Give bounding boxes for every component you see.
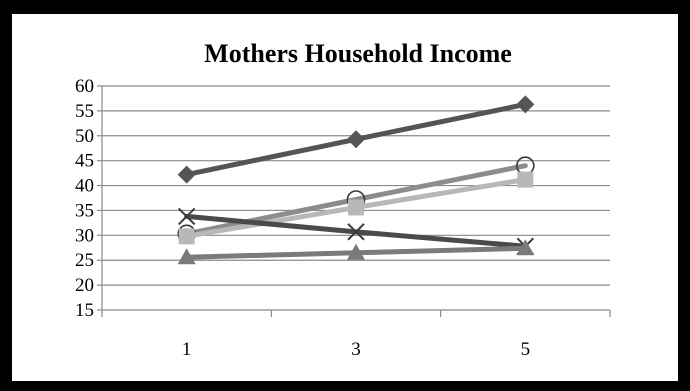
y-tick-label: 50 — [75, 126, 94, 147]
series-5 — [177, 239, 535, 265]
x-tick-label: 1 — [182, 339, 192, 360]
triangle-marker — [347, 243, 365, 260]
y-tick-label: 20 — [75, 275, 94, 296]
line-chart: Mothers Household Income 152025303540455… — [75, 39, 611, 360]
square-marker — [178, 228, 195, 245]
series-1 — [177, 95, 535, 184]
square-marker — [517, 171, 534, 188]
x-marker — [347, 223, 365, 241]
chart-area: Mothers Household Income 15 20 25 30 35 40 45 5… — [12, 14, 678, 381]
axes — [97, 85, 611, 317]
diamond-marker — [516, 95, 535, 114]
y-tick-label: 45 — [75, 151, 94, 172]
series-group — [177, 95, 535, 265]
y-tick-label: 55 — [75, 101, 94, 122]
diamond-marker — [177, 165, 196, 184]
x-tick-label: 3 — [351, 339, 361, 360]
diamond-marker — [347, 130, 365, 149]
square-marker — [348, 199, 364, 216]
y-tick-label: 25 — [75, 250, 94, 271]
chart-title: Mothers Household Income — [204, 39, 512, 68]
y-tick-label: 40 — [75, 176, 94, 197]
series-3 — [178, 171, 534, 245]
y-tick-label: 15 — [75, 300, 94, 321]
y-axis-tick-labels: 15 20 25 30 35 40 45 50 55 60 — [75, 76, 94, 321]
x-axis-tick-labels: 1 3 5 — [182, 339, 530, 360]
y-tick-label: 60 — [75, 76, 94, 97]
y-tick-label: 30 — [75, 225, 94, 246]
y-tick-label: 35 — [75, 200, 94, 221]
triangle-marker — [177, 248, 196, 265]
x-marker — [177, 207, 196, 226]
triangle-marker — [516, 239, 535, 256]
x-tick-label: 5 — [521, 339, 531, 360]
